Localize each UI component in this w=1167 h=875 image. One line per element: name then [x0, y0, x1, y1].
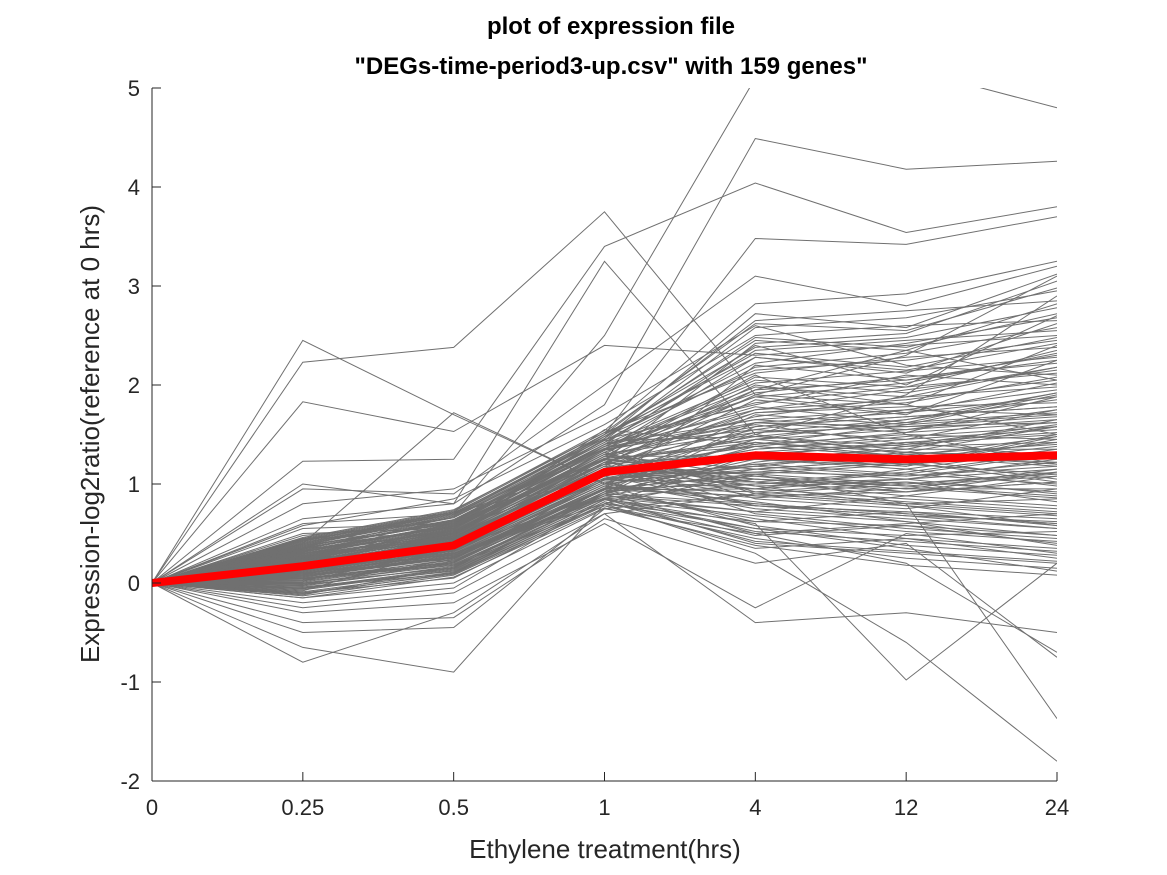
gene-line-156: [152, 349, 1057, 584]
gene-line-25: [152, 498, 1057, 604]
gene-lines-group: [152, 88, 1057, 762]
gene-line-153: [152, 419, 1057, 584]
gene-line-144: [152, 478, 1057, 584]
gene-line-5: [152, 137, 1057, 584]
y-tick-label: 0: [128, 571, 140, 596]
y-tick-label: 3: [128, 274, 140, 299]
gene-line-41: [152, 320, 1057, 584]
x-tick-label: 4: [749, 795, 761, 820]
x-tick-label: 12: [894, 795, 918, 820]
gene-line-3: [152, 335, 1057, 584]
gene-line-111: [152, 501, 1057, 593]
x-tick-label: 24: [1045, 795, 1069, 820]
gene-line-91: [152, 507, 1057, 599]
y-axis-label: Expression-log2ratio(reference at 0 hrs): [75, 205, 105, 663]
gene-line-147: [152, 409, 1057, 584]
y-tick-label: 4: [128, 175, 140, 200]
gene-line-133: [152, 392, 1057, 584]
x-tick-label: 0.5: [438, 795, 469, 820]
gene-line-104: [152, 499, 1057, 591]
gene-line-112: [152, 260, 1057, 584]
gene-line-4: [152, 182, 1057, 584]
gene-line-150: [152, 451, 1057, 584]
gene-line-138: [152, 483, 1057, 584]
gene-line-6: [152, 265, 1057, 584]
gene-line-142: [152, 303, 1057, 584]
gene-line-28: [152, 518, 1057, 658]
gene-line-148: [152, 495, 1057, 584]
y-ticks-group: -2 -1 0 1 2 3 4 5: [120, 76, 161, 794]
gene-line-7: [152, 325, 1057, 584]
mean-expression-line: [152, 451, 1057, 587]
gene-line-123: [152, 505, 1057, 597]
gene-line-29: [152, 508, 1057, 634]
gene-line-134: [152, 497, 1057, 589]
mean-line-group: [152, 451, 1057, 587]
gene-line-149: [152, 409, 1057, 584]
chart-title-line1: plot of expression file: [487, 13, 735, 40]
x-axis-label: Ethylene treatment(hrs): [469, 834, 741, 864]
y-tick-label: -2: [120, 769, 140, 794]
gene-line-118: [152, 327, 1057, 584]
gene-line-127: [152, 489, 1057, 584]
y-tick-label: 1: [128, 472, 140, 497]
x-tick-label: 0: [146, 795, 158, 820]
gene-line-9: [152, 88, 1057, 584]
gene-line-143: [152, 434, 1057, 584]
gene-line-155: [152, 453, 1057, 586]
y-tick-label: 2: [128, 373, 140, 398]
y-tick-label: 5: [128, 76, 140, 101]
x-tick-label: 0.25: [281, 795, 324, 820]
gene-line-145: [152, 359, 1057, 584]
x-tick-label: 1: [598, 795, 610, 820]
gene-line-131: [152, 317, 1057, 584]
gene-line-136: [152, 287, 1057, 584]
gene-line-105: [152, 273, 1057, 584]
gene-line-141: [152, 503, 1057, 595]
gene-line-27: [152, 523, 1057, 614]
chart-title-line2: "DEGs-time-period3-up.csv" with 159 gene…: [355, 53, 868, 80]
x-ticks-group: 0 0.25 0.5 1 4 12 24: [146, 772, 1069, 820]
gene-line-154: [152, 447, 1057, 584]
y-tick-label: -1: [120, 670, 140, 695]
gene-line-151: [152, 342, 1057, 584]
